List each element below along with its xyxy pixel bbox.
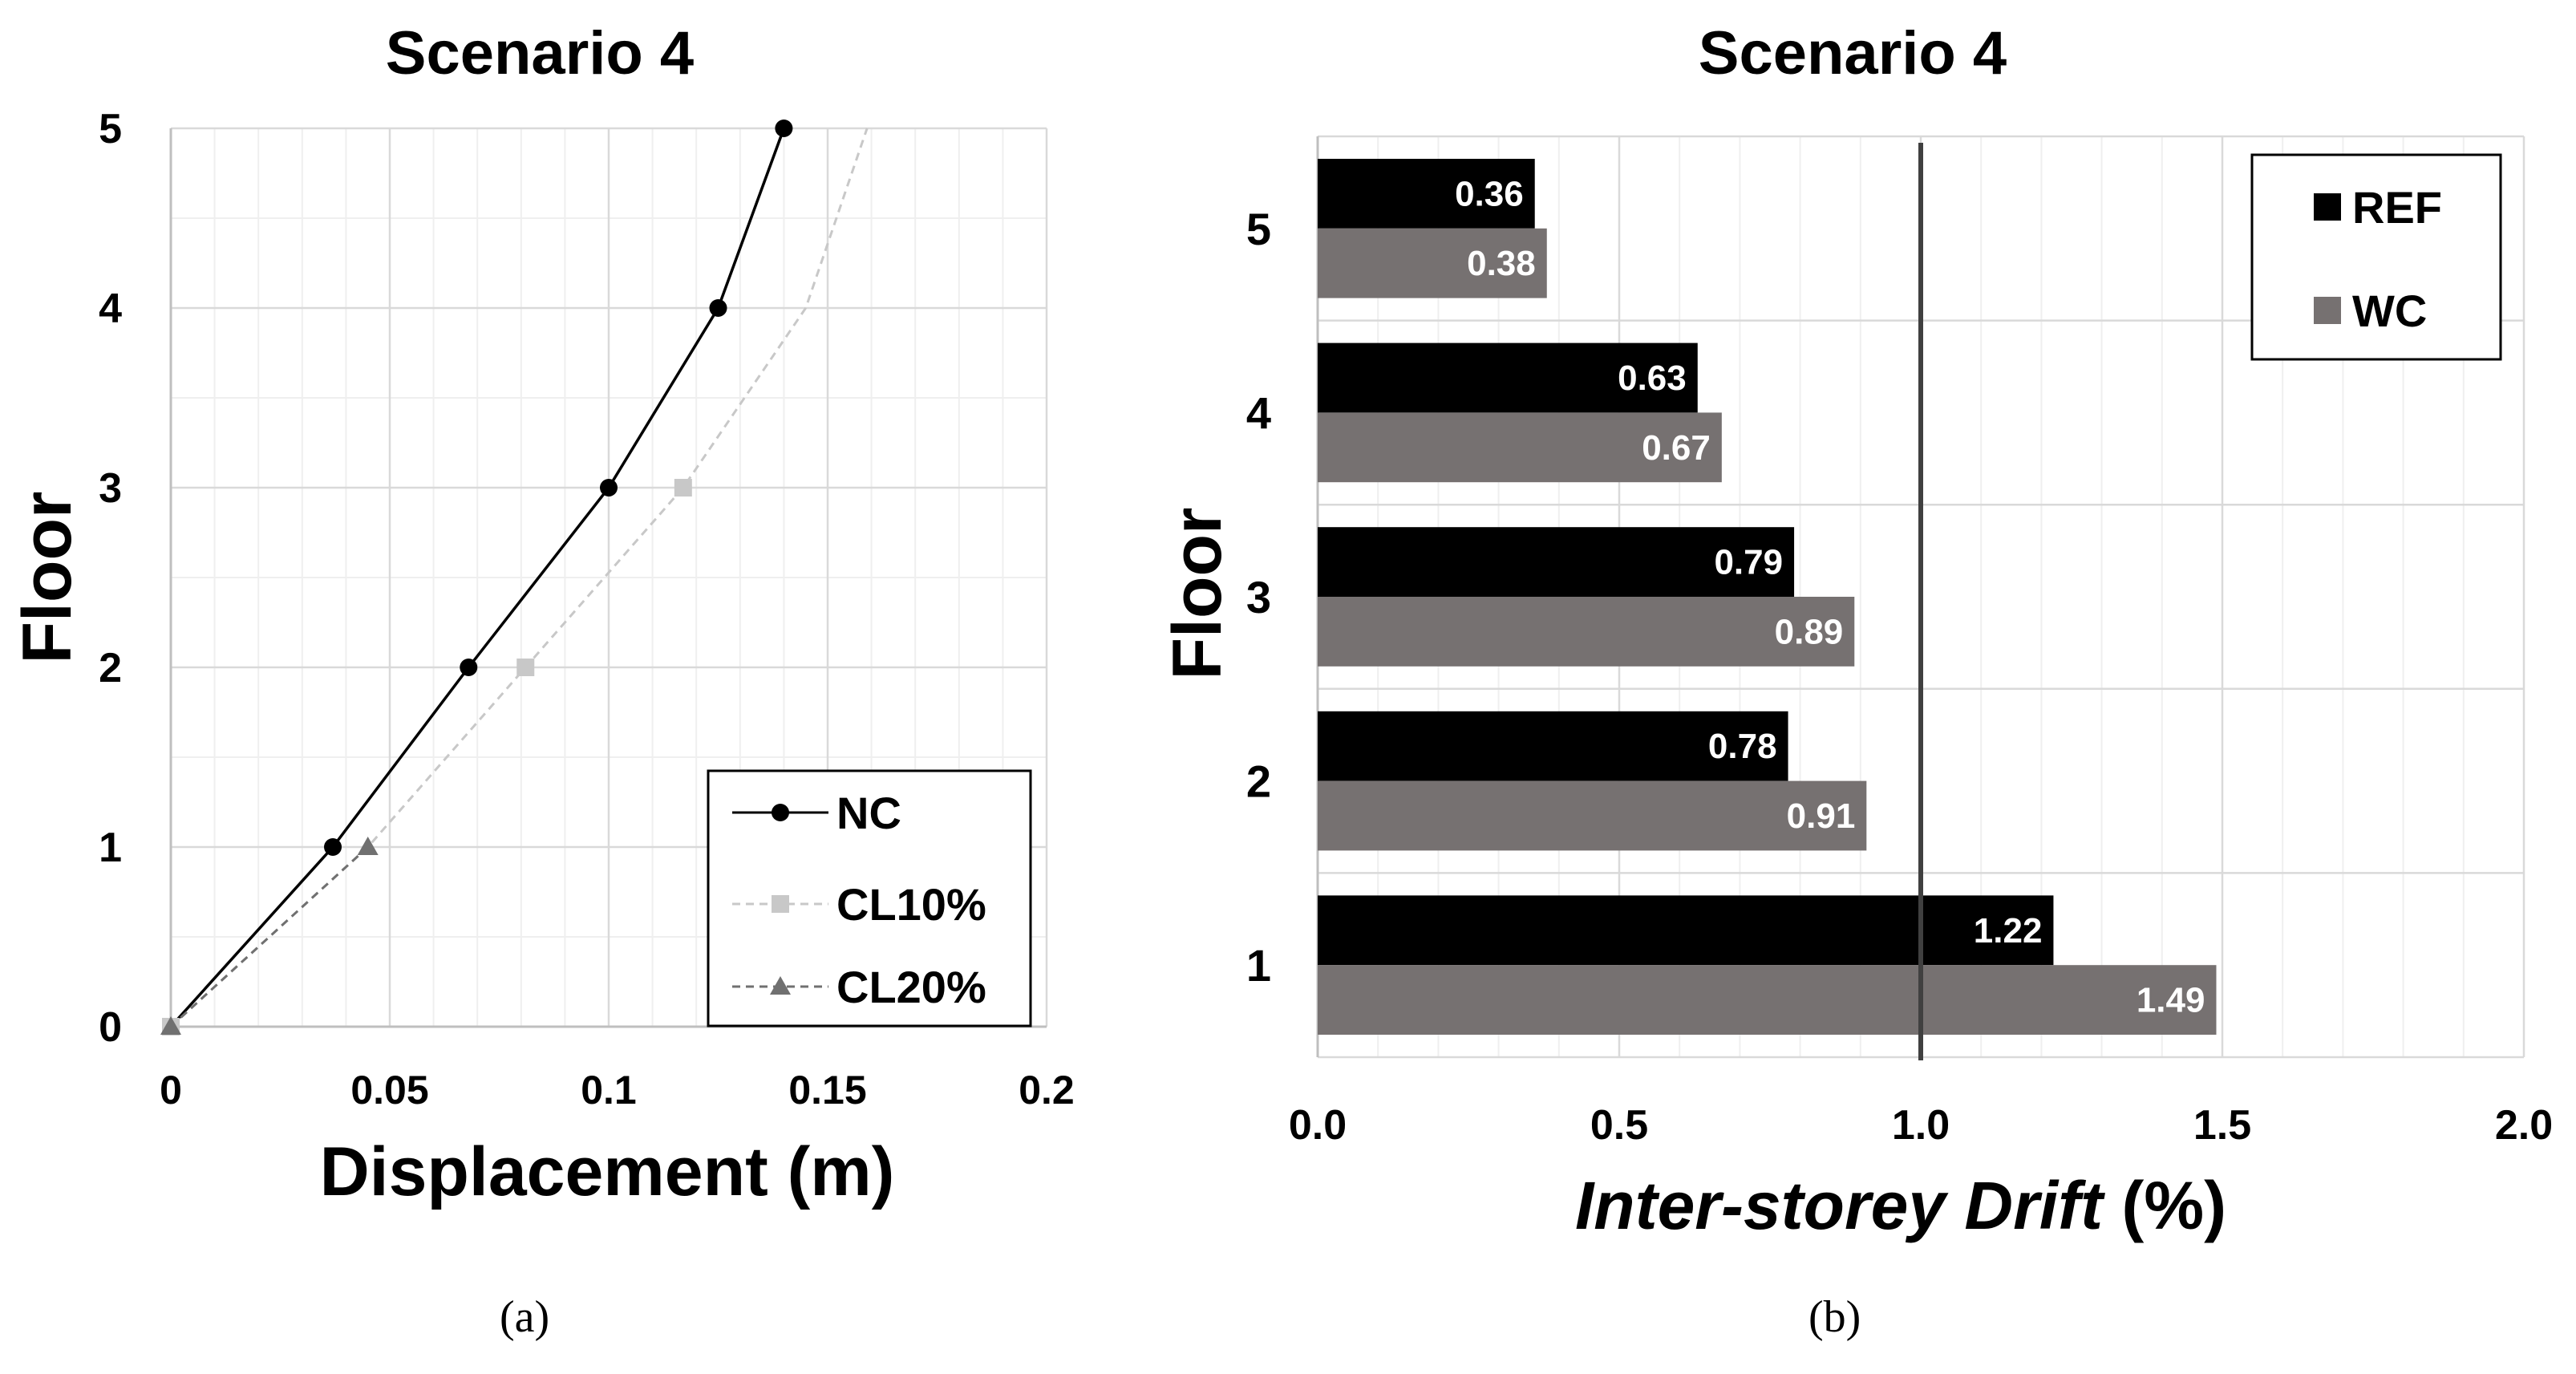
data-point-nc — [709, 299, 727, 317]
data-label-ref-floor-3: 0.79 — [1714, 543, 1783, 582]
data-point-nc — [600, 479, 618, 497]
data-label-ref-floor-2: 0.78 — [1708, 727, 1777, 766]
y-tick-label: 4 — [99, 286, 122, 332]
y-tick-label: 5 — [99, 106, 122, 152]
chart-a-x-axis-label: Displacement (m) — [320, 1133, 895, 1210]
x-tick-label: 0 — [160, 1068, 182, 1113]
chart-a-title: Scenario 4 — [386, 19, 694, 87]
bar-wc-floor-1 — [1318, 965, 2217, 1035]
legend-label-wc: WC — [2352, 286, 2427, 336]
y-tick-label: 1 — [1246, 940, 1271, 991]
x-tick-label: 1.0 — [1892, 1102, 1950, 1149]
legend-label-cl10: CL10% — [836, 879, 986, 930]
y-tick-label: 5 — [1246, 204, 1271, 254]
data-point-cl10 — [516, 659, 535, 676]
data-point-nc — [460, 659, 478, 676]
y-tick-label: 1 — [99, 825, 122, 871]
data-label-wc-floor-3: 0.89 — [1775, 612, 1844, 651]
data-label-ref-floor-1: 1.22 — [1974, 911, 2043, 950]
data-point-cl20 — [357, 837, 379, 855]
x-tick-label: 2.0 — [2495, 1102, 2553, 1149]
x-tick-label: 0.05 — [350, 1068, 428, 1113]
x-tick-label: 0.5 — [1590, 1102, 1648, 1149]
x-tick-label: 0.0 — [1289, 1102, 1347, 1149]
data-label-wc-floor-1: 1.49 — [2137, 981, 2205, 1020]
x-axis-label-italic: Inter-storey Drift — [1575, 1168, 2105, 1243]
bar-ref-floor-3 — [1318, 527, 1795, 597]
bar-ref-floor-1 — [1318, 895, 2054, 966]
legend-label-cl20: CL20% — [836, 962, 986, 1012]
legend-marker-cl10 — [772, 895, 789, 913]
caption-b: (b) — [1808, 1292, 1861, 1342]
data-label-wc-floor-5: 0.38 — [1467, 244, 1536, 283]
y-tick-label: 2 — [1246, 756, 1271, 807]
legend-swatch-ref — [2314, 193, 2341, 221]
y-tick-label: 0 — [99, 1004, 122, 1051]
x-tick-label: 0.15 — [788, 1068, 866, 1113]
data-point-nc — [775, 120, 793, 137]
bar-wc-floor-3 — [1318, 597, 1855, 667]
legend-marker-cl20 — [770, 976, 791, 995]
bar-wc-floor-5 — [1318, 228, 1547, 298]
y-tick-label: 4 — [1246, 387, 1271, 438]
bar-ref-floor-5 — [1318, 159, 1535, 229]
data-label-wc-floor-2: 0.91 — [1787, 796, 1856, 836]
bar-wc-floor-4 — [1318, 412, 1722, 483]
x-tick-label: 0.1 — [581, 1068, 637, 1113]
legend-swatch-wc — [2314, 297, 2341, 324]
data-point-nc — [324, 838, 342, 856]
chart-a-y-axis-label: Floor — [9, 492, 86, 664]
legend-label-ref: REF — [2352, 182, 2442, 233]
caption-a: (a) — [500, 1292, 550, 1342]
y-tick-label: 2 — [99, 645, 122, 691]
legend-marker-nc — [772, 804, 789, 821]
y-tick-label: 3 — [1246, 572, 1271, 622]
chart-b-x-axis-label: Inter-storey Drift (%) — [1575, 1168, 2226, 1243]
bar-ref-floor-4 — [1318, 342, 1698, 413]
legend-label-nc: NC — [836, 788, 901, 838]
x-axis-label-unit: (%) — [2103, 1168, 2226, 1243]
data-label-ref-floor-4: 0.63 — [1618, 359, 1687, 398]
chart-b-title: Scenario 4 — [1699, 19, 2007, 87]
data-label-ref-floor-5: 0.36 — [1455, 174, 1524, 213]
series-line-cl20 — [169, 845, 369, 1028]
y-tick-label: 3 — [99, 465, 122, 512]
series-line-nc — [169, 128, 786, 1028]
data-label-wc-floor-4: 0.67 — [1642, 428, 1711, 468]
x-tick-label: 1.5 — [2193, 1102, 2251, 1149]
data-point-cl20 — [160, 1016, 181, 1035]
chart-b-legend-box — [2250, 153, 2502, 361]
data-point-cl10 — [674, 479, 692, 497]
x-tick-label: 0.2 — [1019, 1068, 1075, 1113]
bar-wc-floor-2 — [1318, 780, 1867, 851]
chart-b-y-axis-label: Floor — [1159, 508, 1236, 680]
bar-ref-floor-2 — [1318, 711, 1788, 781]
